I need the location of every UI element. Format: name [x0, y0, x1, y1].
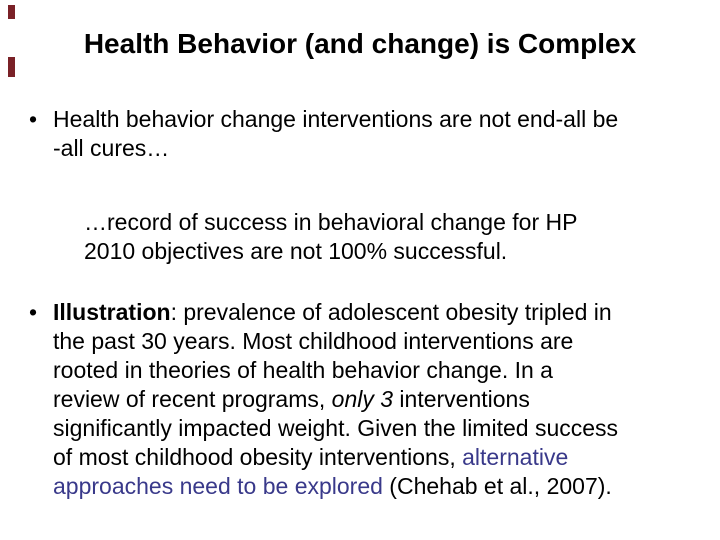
text-line: review of recent programs, only 3 interv…	[53, 385, 618, 414]
slide-title: Health Behavior (and change) is Complex	[83, 28, 637, 59]
bullet-item-1: • Health behavior change interventions a…	[29, 105, 618, 163]
bullet-marker: •	[29, 106, 38, 132]
text-segment: (Chehab et al., 2007).	[382, 473, 612, 499]
text-segment: of most childhood obesity interventions,	[53, 444, 463, 470]
text-segment: Health behavior change interventions are…	[53, 106, 619, 132]
text-segment: review of recent programs,	[53, 386, 332, 412]
text-line: Illustration: prevalence of adolescent o…	[53, 298, 618, 327]
text-segment: 2010 objectives are not 100% successful.	[84, 238, 508, 264]
text-segment: significantly impacted weight. Given the…	[53, 415, 619, 441]
text-segment: -all cures…	[53, 135, 170, 161]
text-segment: : prevalence of adolescent obesity tripl…	[170, 299, 612, 325]
text-segment: …record of success in behavioral change …	[84, 209, 578, 235]
text-segment: Illustration	[53, 299, 171, 325]
sub-paragraph: …record of success in behavioral change …	[84, 208, 577, 266]
accent-bar-top	[8, 5, 15, 19]
text-segment: rooted in theories of health behavior ch…	[53, 357, 553, 383]
text-segment: the past 30 years. Most childhood interv…	[53, 328, 574, 354]
text-line: 2010 objectives are not 100% successful.	[84, 237, 577, 266]
bullet-marker: •	[29, 299, 38, 325]
text-line: approaches need to be explored (Chehab e…	[53, 472, 618, 501]
accent-bar-bottom	[8, 57, 15, 77]
text-line: Health behavior change interventions are…	[53, 105, 618, 134]
text-line: of most childhood obesity interventions,…	[53, 443, 618, 472]
text-line: rooted in theories of health behavior ch…	[53, 356, 618, 385]
text-segment: interventions	[393, 386, 530, 412]
sub-paragraph-text: …record of success in behavioral change …	[84, 208, 577, 266]
bullet-2-text: Illustration: prevalence of adolescent o…	[53, 298, 618, 501]
text-line: …record of success in behavioral change …	[84, 208, 577, 237]
bullet-item-2: • Illustration: prevalence of adolescent…	[29, 298, 618, 501]
text-line: -all cures…	[53, 134, 618, 163]
text-line: significantly impacted weight. Given the…	[53, 414, 618, 443]
link-text[interactable]: alternative	[462, 444, 569, 470]
bullet-1-text: Health behavior change interventions are…	[53, 105, 618, 163]
text-segment: only 3	[331, 386, 394, 412]
text-line: the past 30 years. Most childhood interv…	[53, 327, 618, 356]
link-text[interactable]: approaches need to be explored	[53, 473, 383, 499]
